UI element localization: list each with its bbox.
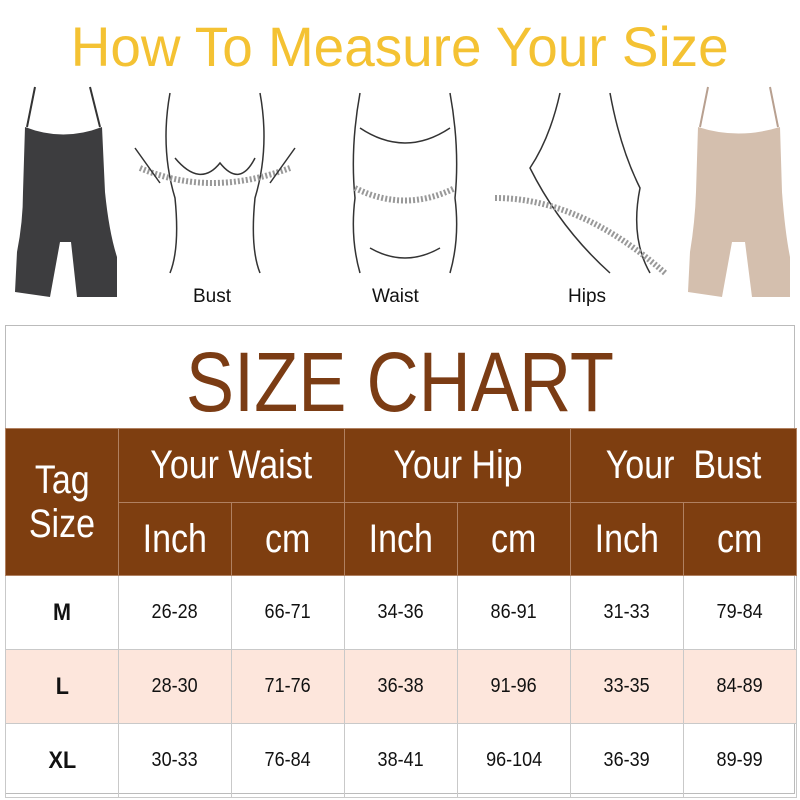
value-cell: 33-35 [570, 649, 684, 724]
value-cell: 76-84 [231, 723, 345, 798]
nude-bodysuit-image [688, 86, 790, 297]
unit-header: cm [231, 502, 345, 576]
value-cell: 91-96 [457, 649, 571, 724]
value-cell: 30-33 [118, 723, 232, 798]
value-cell: 28-30 [118, 649, 232, 724]
value-cell: 79-84 [683, 575, 797, 650]
table-row: M 26-28 66-71 34-36 86-91 31-33 79-84 [5, 575, 797, 650]
unit-header: Inch [118, 502, 232, 576]
value-cell: 66-71 [231, 575, 345, 650]
value-cell: 38-41 [344, 723, 458, 798]
hips-label: Hips [568, 286, 607, 307]
value-cell: 89-99 [683, 723, 797, 798]
page-title: How To Measure Your Size [71, 15, 729, 78]
value-cell: 36-38 [344, 649, 458, 724]
black-bodysuit-image [15, 86, 117, 297]
bust-label: Bust [193, 286, 232, 307]
size-chart-table: Tag Size Your Waist Your Hip Your Bust In… [5, 428, 797, 798]
value-cell: 84-89 [683, 649, 797, 724]
table-row: L 28-30 71-76 36-38 91-96 33-35 84-89 [5, 649, 797, 724]
size-chart-title: SIZE CHART [185, 335, 615, 429]
value-cell: 26-28 [118, 575, 232, 650]
value-cell: 36-39 [570, 723, 684, 798]
hips-measure-illustration [494, 92, 667, 276]
tag-size-cell: L [5, 649, 119, 724]
unit-header: Inch [570, 502, 684, 576]
tag-size-cell: M [5, 575, 119, 650]
tag-size-cell: XL [5, 723, 119, 798]
waist-measure-illustration [352, 92, 458, 274]
value-cell: 96-104 [457, 723, 571, 798]
value-cell: 86-91 [457, 575, 571, 650]
unit-header: cm [457, 502, 571, 576]
value-cell: 71-76 [231, 649, 345, 724]
bust-measure-illustration [134, 92, 296, 274]
waist-header: Your Waist [118, 428, 345, 503]
bust-header: Your Bust [570, 428, 797, 503]
hip-header: Your Hip [344, 428, 571, 503]
value-cell: 31-33 [570, 575, 684, 650]
value-cell: 34-36 [344, 575, 458, 650]
table-row: XL 30-33 76-84 38-41 96-104 36-39 89-99 [5, 723, 797, 798]
unit-header: cm [683, 502, 797, 576]
tag-size-header: Tag Size [5, 428, 119, 576]
unit-header: Inch [344, 502, 458, 576]
waist-label: Waist [372, 286, 419, 307]
